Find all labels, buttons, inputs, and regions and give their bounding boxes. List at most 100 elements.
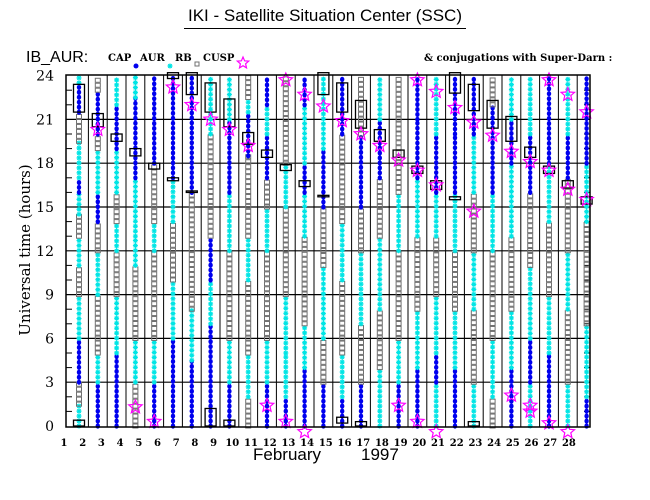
- aur-point: [76, 335, 82, 341]
- cap-point: [546, 110, 552, 117]
- rb-point: [170, 227, 176, 233]
- aur-point: [396, 233, 402, 239]
- cap-point: [528, 349, 533, 356]
- rb-point: [188, 252, 195, 258]
- aur-point: [527, 408, 533, 414]
- aur-point: [490, 339, 496, 345]
- aur-point: [302, 350, 308, 356]
- rb-point: [583, 256, 590, 262]
- rb-point: [376, 355, 383, 361]
- aur-point: [151, 223, 157, 229]
- cap-point: [170, 95, 176, 101]
- cap-point: [471, 131, 476, 137]
- rb-point: [583, 241, 590, 247]
- aur-point: [264, 131, 270, 137]
- rb-point: [339, 139, 346, 145]
- aur-point: [358, 281, 364, 287]
- cap-point: [95, 418, 101, 424]
- rb-point: [564, 320, 571, 326]
- aur-point: [132, 80, 138, 86]
- rb-point: [527, 203, 534, 209]
- cap-point: [415, 373, 420, 379]
- aur-point: [320, 325, 326, 331]
- aur-point: [226, 106, 232, 112]
- cap-point: [208, 368, 213, 374]
- rb-point: [132, 306, 139, 312]
- aur-point: [414, 310, 420, 316]
- cap-point: [114, 146, 119, 152]
- aur-point: [471, 179, 477, 185]
- orbit-track-5: [151, 76, 158, 429]
- cap-point: [208, 358, 213, 365]
- rb-point: [564, 344, 571, 350]
- aur-point: [508, 179, 514, 185]
- aur-point: [546, 169, 552, 175]
- cap-point: [490, 184, 495, 191]
- rb-point: [282, 76, 289, 82]
- cap-point: [264, 160, 270, 166]
- rb-point: [94, 228, 101, 234]
- aur-point: [151, 349, 157, 355]
- rb-point: [301, 316, 308, 322]
- rb-point: [527, 233, 534, 239]
- rb-point: [151, 306, 158, 312]
- rb-point: [282, 130, 289, 136]
- aur-point: [226, 92, 232, 98]
- aur-point: [490, 374, 496, 380]
- aur-point: [320, 335, 326, 341]
- cap-point: [377, 120, 382, 126]
- aur-point: [264, 349, 270, 355]
- rb-point: [395, 306, 402, 312]
- rb-point: [527, 248, 534, 254]
- orbit-track-6: [170, 75, 176, 429]
- rb-point: [339, 189, 346, 195]
- aur-point: [302, 155, 308, 161]
- rb-point: [564, 374, 571, 380]
- aur-point: [208, 121, 214, 127]
- rb-point: [132, 388, 139, 394]
- cap-point: [452, 140, 458, 146]
- aur-point: [527, 131, 533, 137]
- rb-point: [564, 354, 571, 360]
- x-tick-label: 13: [281, 438, 295, 449]
- rb-point: [132, 291, 139, 297]
- aur-point: [584, 174, 590, 180]
- rb-point: [282, 277, 289, 283]
- cap-point: [452, 383, 458, 389]
- aur-point: [95, 155, 101, 161]
- rb-point: [245, 203, 252, 209]
- cap-point: [227, 179, 232, 186]
- aur-point: [377, 281, 383, 287]
- aur-point: [584, 384, 590, 390]
- aur-point: [414, 340, 420, 346]
- cap-point: [452, 378, 458, 384]
- rb-point: [376, 360, 383, 366]
- aur-point: [396, 354, 402, 360]
- x-tick-label: 15: [319, 438, 333, 449]
- aur-point: [320, 141, 326, 147]
- cap-point: [133, 170, 138, 176]
- rb-point: [151, 291, 158, 297]
- aur-point: [377, 92, 383, 98]
- rb-point: [282, 237, 289, 243]
- rb-point: [76, 218, 82, 224]
- aur-point: [320, 121, 326, 127]
- aur-point: [508, 208, 514, 214]
- cap-point: [208, 408, 213, 414]
- aur-point: [546, 164, 552, 170]
- rb-point: [320, 243, 327, 249]
- x-tick-label: 19: [394, 438, 408, 449]
- aur-point: [302, 150, 308, 156]
- aur-point: [320, 296, 326, 302]
- rb-point: [395, 76, 402, 82]
- rb-point: [282, 267, 289, 273]
- y-tick-label: 3: [45, 375, 54, 391]
- aur-point: [546, 204, 552, 210]
- aur-point: [377, 87, 383, 93]
- cap-point: [490, 150, 495, 156]
- aur-point: [490, 228, 496, 234]
- cap-point: [95, 194, 101, 200]
- cap-point: [509, 150, 514, 156]
- rb-point: [245, 413, 252, 419]
- cap-point: [76, 104, 82, 110]
